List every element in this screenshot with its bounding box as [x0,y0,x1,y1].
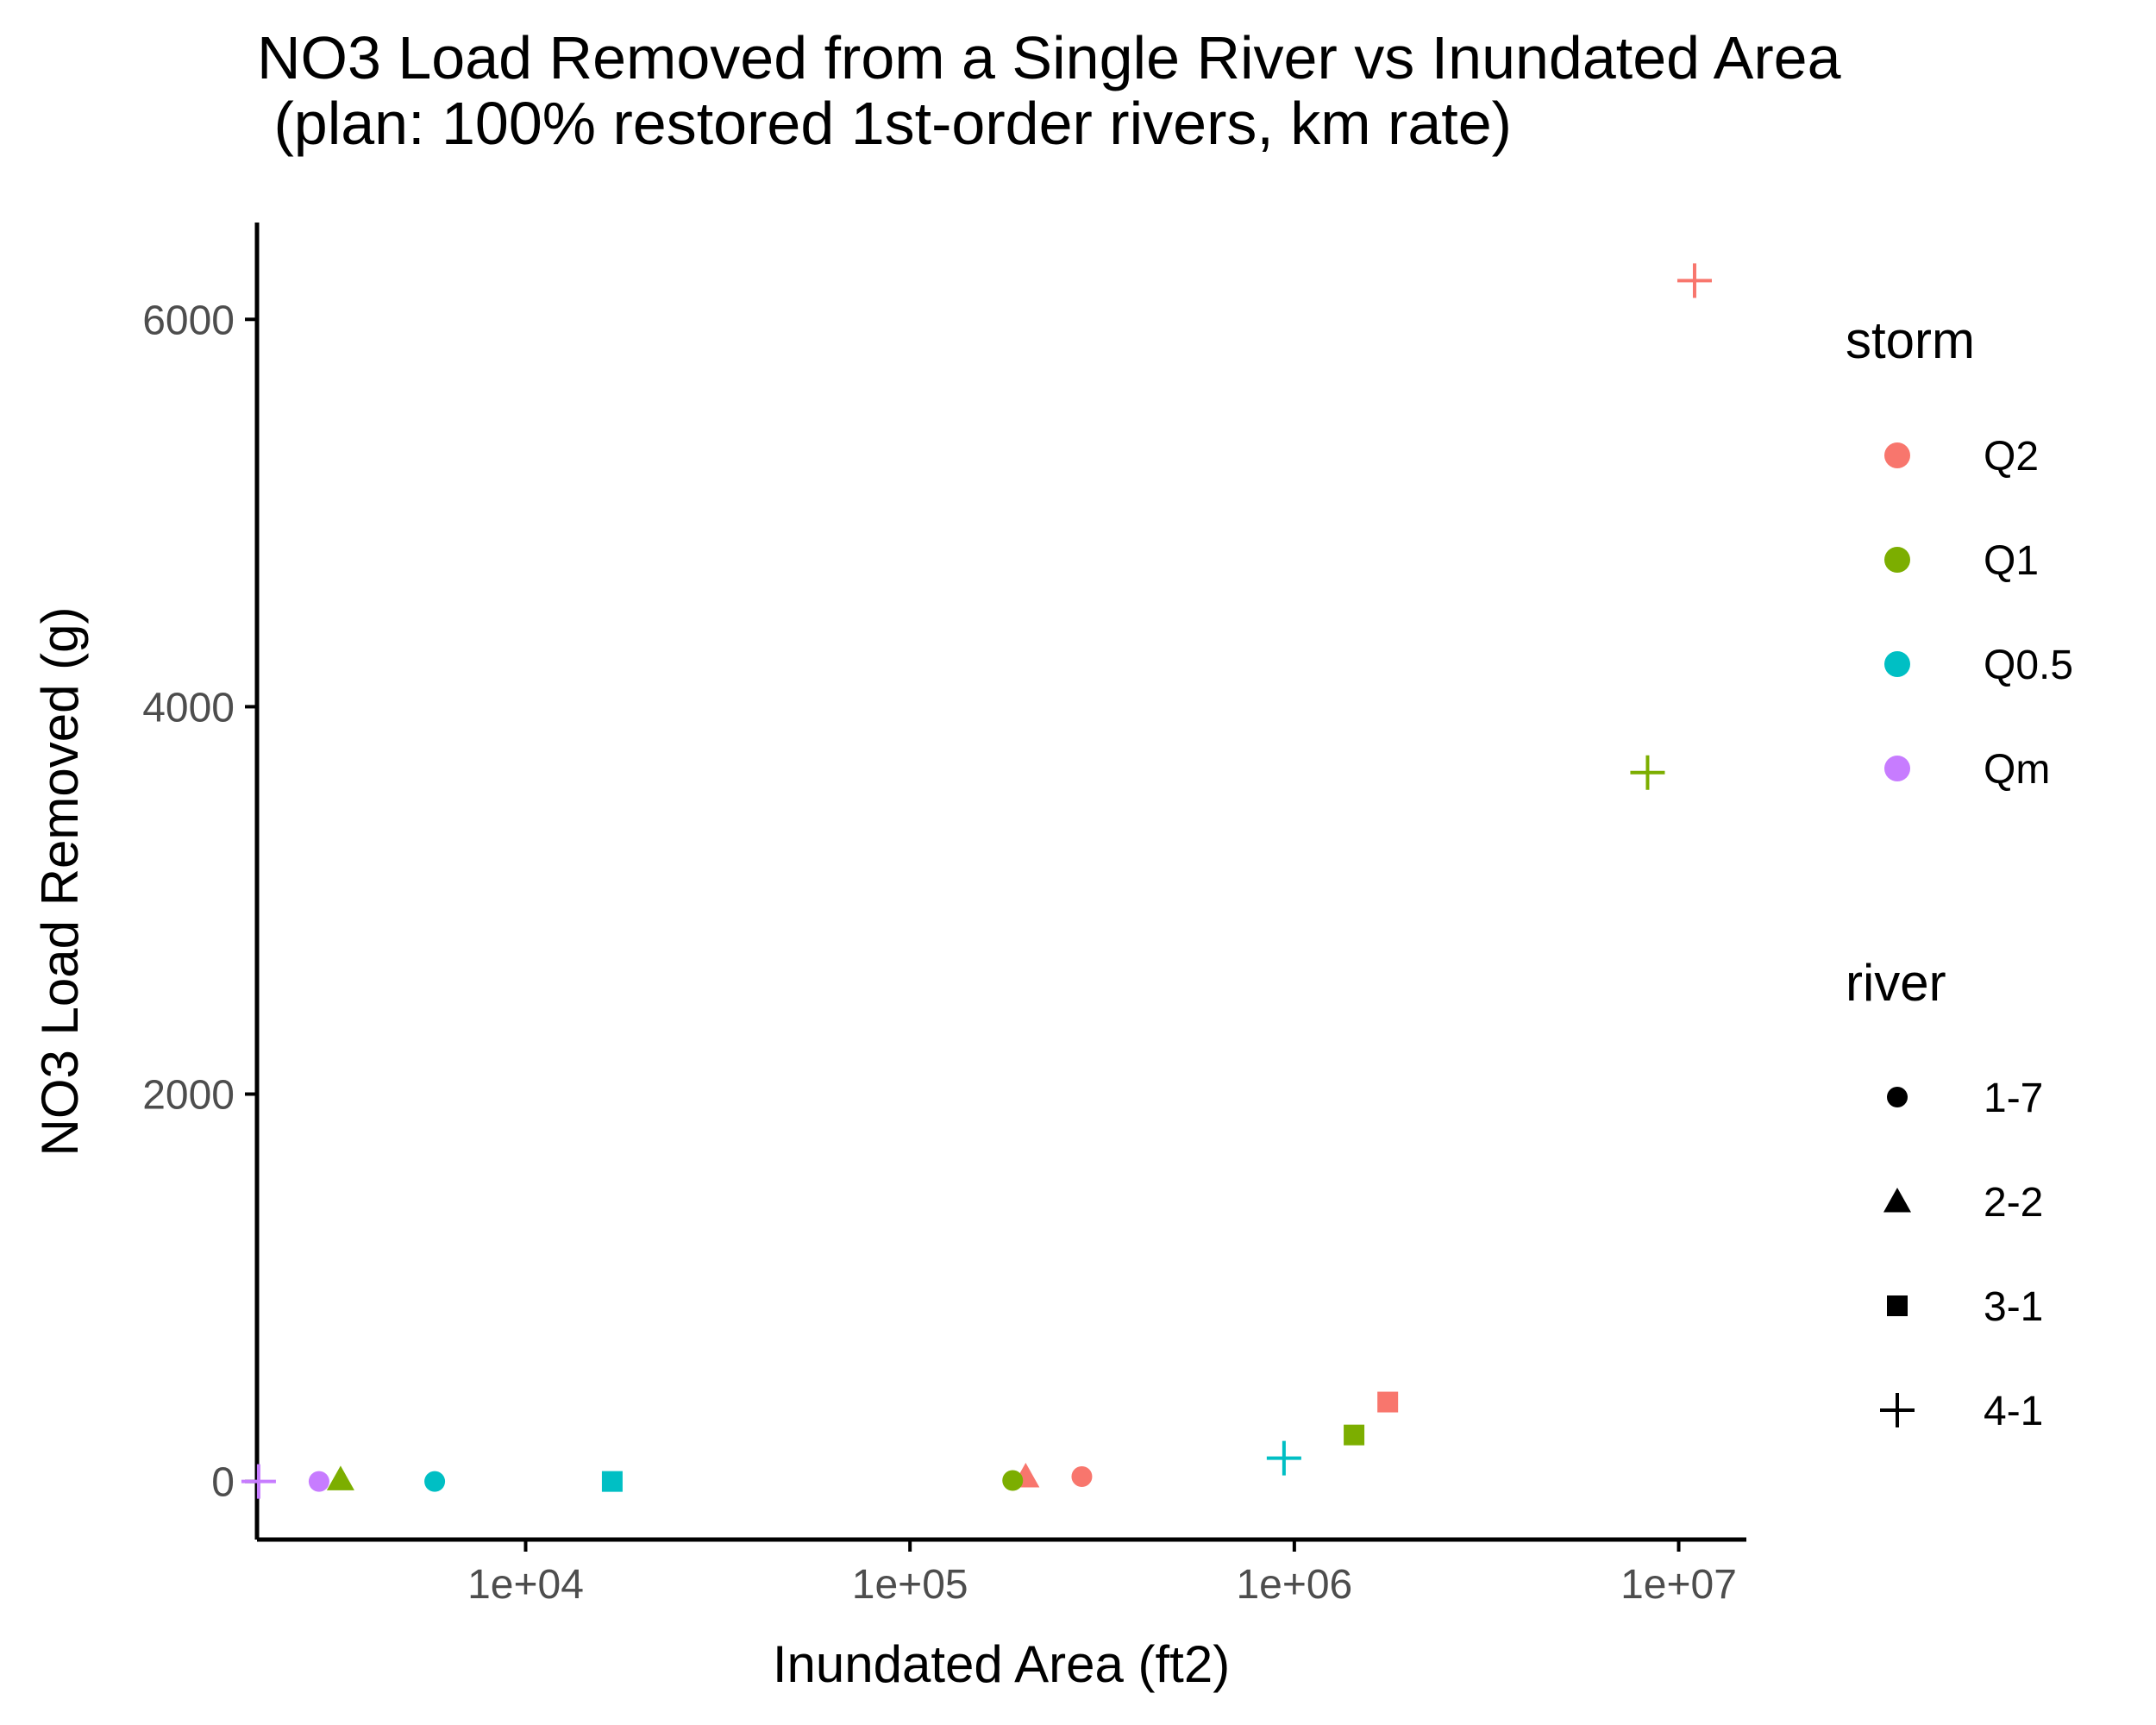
legend-label: Q0.5 [1984,643,2073,688]
legend-key [1884,547,1910,573]
x-axis: 1e+04 1e+05 1e+06 1e+07 [257,1537,1746,1608]
data-point [601,1471,623,1492]
legend-label: Q1 [1984,538,2039,584]
legend-label: 2-2 [1984,1180,2043,1226]
data-point [1002,1470,1024,1491]
y-tick-label: 0 [211,1460,235,1506]
legend-key [1884,756,1910,781]
legend-label: 4-1 [1984,1389,2043,1434]
y-tick-label: 6000 [142,298,235,343]
y-axis: 0 2000 4000 6000 [142,223,260,1540]
chart-title: NO3 Load Removed from a Single River vs … [257,24,1841,157]
legend-label: Q2 [1984,434,2039,480]
legend-key [1880,1393,1915,1427]
data-point [424,1471,446,1492]
data-point [326,1465,354,1490]
y-tick-label: 4000 [142,685,235,731]
data-point [1344,1424,1365,1446]
legend-label: Qm [1984,747,2050,793]
data-point [1377,1391,1399,1413]
legend-key [1884,651,1910,677]
legend-label: 3-1 [1984,1284,2043,1330]
data-point [1630,755,1665,790]
legend-key [1883,1188,1911,1213]
legend-key [1884,442,1910,468]
legend: storm Q2 Q1 Q0.5 Qm river 1-7 2-2 3-1 4-1 [1846,311,2073,1434]
data-point [1266,1440,1301,1476]
x-axis-title: Inundated Area (ft2) [773,1635,1230,1693]
x-tick-label: 1e+07 [1620,1562,1737,1608]
legend-title: river [1846,954,1946,1012]
data-point [1677,263,1712,298]
legend-label: 1-7 [1984,1076,2043,1121]
legend-key [1887,1295,1908,1316]
points-layer [241,263,1712,1499]
x-tick-label: 1e+04 [467,1562,584,1608]
legend-key [1887,1087,1908,1107]
y-axis-title: NO3 Load Removed (g) [31,607,89,1157]
legend-title: storm [1846,311,1975,369]
x-tick-label: 1e+06 [1236,1562,1352,1608]
data-point [1071,1466,1093,1488]
data-point [308,1471,329,1492]
data-point [241,1464,276,1499]
x-tick-label: 1e+05 [852,1562,968,1608]
y-tick-label: 2000 [142,1073,235,1119]
